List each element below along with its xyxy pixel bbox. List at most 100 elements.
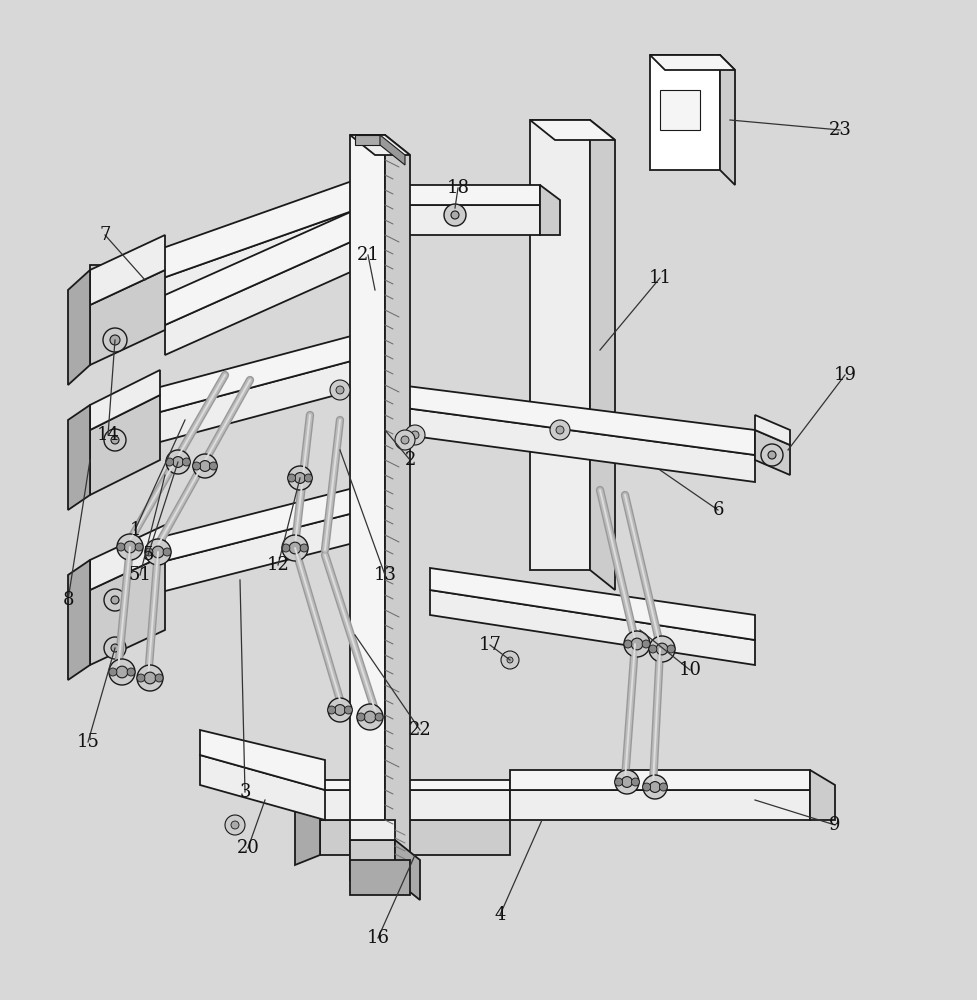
Text: 2: 2 bbox=[404, 451, 415, 469]
Circle shape bbox=[657, 643, 668, 655]
Circle shape bbox=[395, 430, 415, 450]
Text: 12: 12 bbox=[267, 556, 289, 574]
Polygon shape bbox=[660, 90, 700, 130]
Circle shape bbox=[649, 636, 675, 662]
Polygon shape bbox=[90, 370, 160, 430]
Text: 4: 4 bbox=[494, 906, 506, 924]
Circle shape bbox=[155, 674, 163, 682]
Circle shape bbox=[166, 450, 190, 474]
Circle shape bbox=[183, 458, 191, 466]
Circle shape bbox=[768, 451, 776, 459]
Circle shape bbox=[501, 651, 519, 669]
Polygon shape bbox=[720, 55, 735, 185]
Circle shape bbox=[104, 589, 126, 611]
Text: 51: 51 bbox=[129, 566, 151, 584]
Text: 1: 1 bbox=[129, 521, 141, 539]
Circle shape bbox=[615, 770, 639, 794]
Circle shape bbox=[111, 644, 119, 652]
Circle shape bbox=[621, 777, 632, 787]
Circle shape bbox=[110, 335, 120, 345]
Circle shape bbox=[165, 458, 174, 466]
Circle shape bbox=[631, 638, 643, 650]
Circle shape bbox=[550, 420, 570, 440]
Circle shape bbox=[624, 640, 632, 648]
Polygon shape bbox=[350, 840, 395, 880]
Circle shape bbox=[401, 436, 409, 444]
Circle shape bbox=[643, 783, 651, 791]
Circle shape bbox=[117, 543, 125, 551]
Polygon shape bbox=[530, 120, 590, 570]
Text: 20: 20 bbox=[236, 839, 260, 857]
Text: 9: 9 bbox=[829, 816, 841, 834]
Circle shape bbox=[624, 631, 650, 657]
Polygon shape bbox=[165, 210, 355, 325]
Polygon shape bbox=[355, 135, 380, 145]
Polygon shape bbox=[130, 360, 355, 450]
Circle shape bbox=[145, 548, 152, 556]
Circle shape bbox=[642, 640, 650, 648]
Circle shape bbox=[108, 668, 117, 676]
Polygon shape bbox=[350, 135, 385, 870]
Circle shape bbox=[104, 637, 126, 659]
Polygon shape bbox=[383, 205, 540, 235]
Polygon shape bbox=[68, 270, 90, 385]
Circle shape bbox=[135, 543, 143, 551]
Circle shape bbox=[163, 548, 171, 556]
Polygon shape bbox=[90, 395, 160, 495]
Polygon shape bbox=[350, 860, 410, 895]
Polygon shape bbox=[320, 820, 510, 855]
Circle shape bbox=[225, 815, 245, 835]
Circle shape bbox=[327, 706, 336, 714]
Circle shape bbox=[295, 473, 306, 483]
Text: 14: 14 bbox=[97, 426, 119, 444]
Circle shape bbox=[649, 645, 657, 653]
Circle shape bbox=[659, 783, 667, 791]
Circle shape bbox=[117, 534, 143, 560]
Text: 11: 11 bbox=[649, 269, 671, 287]
Circle shape bbox=[405, 425, 425, 445]
Circle shape bbox=[336, 386, 344, 394]
Text: 23: 23 bbox=[828, 121, 851, 139]
Text: 17: 17 bbox=[479, 636, 501, 654]
Polygon shape bbox=[130, 335, 355, 420]
Polygon shape bbox=[320, 790, 510, 820]
Polygon shape bbox=[590, 120, 615, 590]
Polygon shape bbox=[510, 770, 810, 790]
Circle shape bbox=[209, 462, 218, 470]
Polygon shape bbox=[115, 180, 355, 295]
Polygon shape bbox=[295, 790, 320, 865]
Polygon shape bbox=[90, 525, 165, 590]
Circle shape bbox=[103, 328, 127, 352]
Polygon shape bbox=[115, 210, 355, 325]
Polygon shape bbox=[650, 55, 735, 70]
Circle shape bbox=[305, 474, 313, 482]
Circle shape bbox=[650, 782, 660, 792]
Polygon shape bbox=[810, 770, 835, 820]
Polygon shape bbox=[430, 590, 755, 665]
Circle shape bbox=[145, 539, 171, 565]
Circle shape bbox=[300, 544, 308, 552]
Circle shape bbox=[116, 666, 128, 678]
Circle shape bbox=[124, 541, 136, 553]
Text: 13: 13 bbox=[373, 566, 397, 584]
Circle shape bbox=[127, 668, 135, 676]
Polygon shape bbox=[755, 430, 790, 475]
Polygon shape bbox=[165, 240, 355, 355]
Circle shape bbox=[667, 645, 675, 653]
Text: 8: 8 bbox=[63, 591, 73, 609]
Circle shape bbox=[231, 821, 239, 829]
Circle shape bbox=[145, 672, 156, 684]
Polygon shape bbox=[200, 755, 325, 820]
Circle shape bbox=[556, 426, 564, 434]
Polygon shape bbox=[68, 560, 90, 680]
Circle shape bbox=[282, 535, 308, 561]
Polygon shape bbox=[130, 480, 385, 570]
Text: 5: 5 bbox=[143, 546, 153, 564]
Polygon shape bbox=[350, 820, 395, 840]
Circle shape bbox=[137, 665, 163, 691]
Circle shape bbox=[411, 431, 419, 439]
Circle shape bbox=[199, 461, 210, 471]
Circle shape bbox=[330, 380, 350, 400]
Polygon shape bbox=[430, 568, 755, 640]
Circle shape bbox=[282, 544, 290, 552]
